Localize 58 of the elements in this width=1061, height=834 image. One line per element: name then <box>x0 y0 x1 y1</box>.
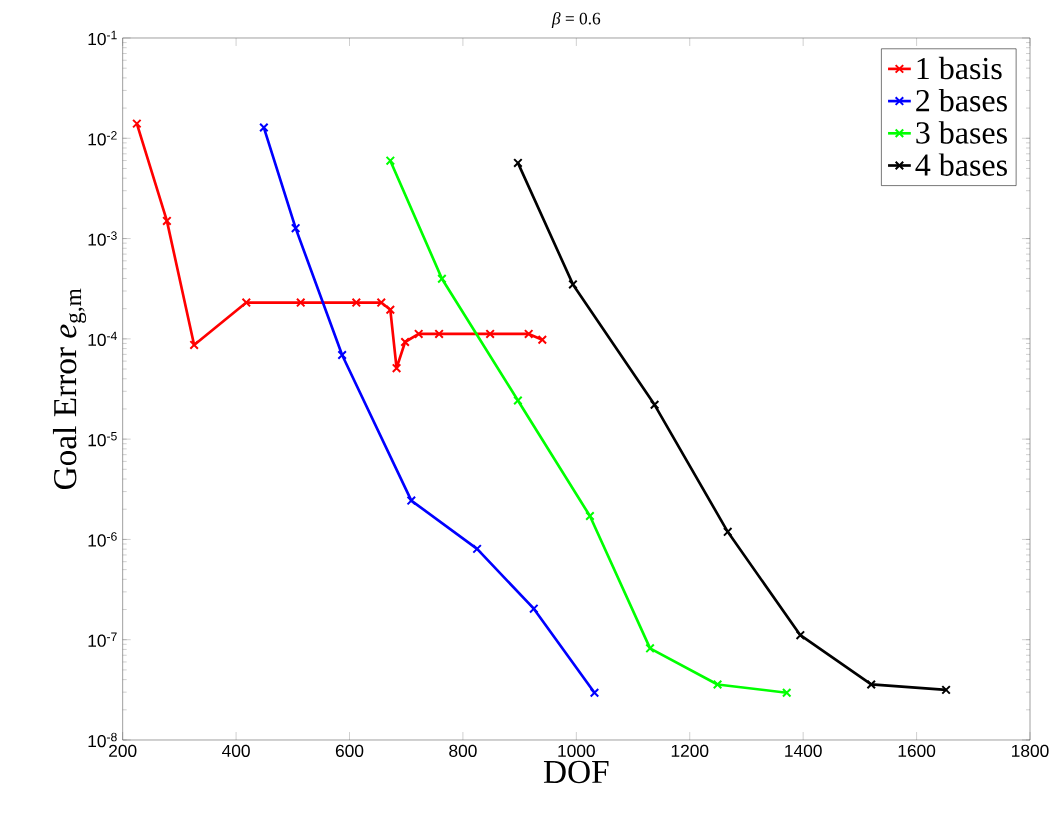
point <box>132 118 142 129</box>
point <box>385 155 396 166</box>
legend-label: 4 bases <box>915 153 1007 176</box>
point <box>437 273 447 284</box>
x-tick-label: 1400 <box>785 744 822 757</box>
point <box>290 223 301 233</box>
point <box>649 400 660 410</box>
point <box>295 297 306 308</box>
legend-label: 3 bases <box>916 121 1007 144</box>
point <box>537 334 548 345</box>
x-tick-label: 800 <box>449 744 477 757</box>
point <box>337 350 347 360</box>
x-axis-title: DOF <box>543 760 609 784</box>
point <box>376 297 387 308</box>
x-tick-label: 600 <box>335 744 364 757</box>
point <box>485 329 495 339</box>
point <box>241 297 252 308</box>
point <box>589 687 600 698</box>
x-tick-label: 1200 <box>671 744 709 757</box>
y-axis-title: Goal Error e$_{g,m}$ <box>52 288 87 490</box>
point <box>189 340 199 350</box>
point <box>795 630 806 640</box>
point <box>406 495 417 506</box>
y-tick-label: 10$^{-6}$ <box>88 532 117 547</box>
point <box>413 329 424 339</box>
x-tick-label: 400 <box>222 744 250 757</box>
legend-label: 2 bases <box>916 88 1007 112</box>
y-tick-label: 10$^{-1}$ <box>88 30 117 46</box>
point <box>513 395 523 406</box>
x-tick-label: 1000 <box>558 744 595 757</box>
point <box>941 685 951 695</box>
x-tick-label: 1800 <box>1012 744 1049 757</box>
point <box>351 297 362 308</box>
point <box>385 305 396 315</box>
point <box>722 527 733 537</box>
chart-title: β = 0.6 <box>551 12 601 28</box>
point <box>866 679 876 690</box>
point <box>434 329 444 339</box>
point <box>472 544 482 554</box>
y-tick-label: 10$^{-2}$ <box>88 131 117 146</box>
point <box>259 122 269 133</box>
y-tick-label: 10$^{-7}$ <box>88 632 117 647</box>
point <box>391 363 402 373</box>
point <box>645 643 655 654</box>
point <box>513 158 523 168</box>
point <box>781 687 792 698</box>
point <box>400 337 410 347</box>
point <box>568 279 578 290</box>
y-tick-label: 10$^{-5}$ <box>88 431 117 447</box>
point <box>162 216 172 226</box>
x-tick-label: 1600 <box>898 744 936 757</box>
point <box>529 603 539 614</box>
y-tick-label: 10$^{-4}$ <box>88 331 117 347</box>
y-tick-label: 10$^{-3}$ <box>88 231 117 246</box>
point <box>523 329 534 339</box>
point <box>585 511 595 521</box>
legend-label: 1 basis <box>917 56 1002 80</box>
point <box>712 679 723 690</box>
